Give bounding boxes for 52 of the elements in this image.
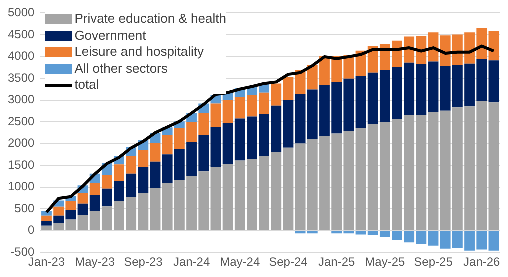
legend-label: Private education & health <box>74 11 226 28</box>
bar <box>488 31 500 61</box>
bar <box>283 77 294 100</box>
bar <box>428 62 439 112</box>
bar <box>283 100 294 148</box>
bar <box>356 128 366 230</box>
y-tick-label: 2500 <box>8 114 36 128</box>
bar <box>488 60 500 103</box>
bar <box>150 143 161 162</box>
x-tick-label: Jan-24 <box>173 255 210 270</box>
bar <box>150 188 161 230</box>
bar <box>428 231 439 246</box>
bar <box>78 215 88 230</box>
bar <box>428 112 439 230</box>
y-tick-label: 2000 <box>8 136 36 150</box>
y-tick-label: 1500 <box>8 158 36 172</box>
x-tick-label: Sep-24 <box>269 255 308 270</box>
bar <box>488 231 500 251</box>
bar <box>210 127 222 168</box>
x-tick-label: Sep-23 <box>124 255 164 270</box>
y-tick-label: 3500 <box>8 70 36 85</box>
bar <box>210 104 222 128</box>
bar <box>42 211 52 216</box>
x-tick-label: May-25 <box>365 255 406 270</box>
bar <box>222 123 234 164</box>
x-tick-label: Jan-25 <box>318 255 356 270</box>
y-tick-label: 4000 <box>8 49 36 64</box>
bar <box>42 216 52 222</box>
x-tick-label: May-24 <box>220 255 260 270</box>
y-tick-label: 4500 <box>8 27 36 42</box>
bar <box>222 100 234 124</box>
y-tick-label: 0 <box>28 223 36 238</box>
x-tick-label: May-23 <box>75 255 116 270</box>
bar <box>210 167 222 230</box>
bar <box>78 204 88 216</box>
bar <box>78 193 88 204</box>
bar <box>150 162 161 188</box>
legend-label: Leisure and hospitality <box>74 44 204 61</box>
y-tick-label: 5000 <box>8 6 36 20</box>
legend-label: All other sectors <box>74 60 168 78</box>
x-tick-label: Sep-25 <box>414 255 454 270</box>
y-tick-label: 1000 <box>8 180 36 194</box>
legend-label: Government <box>74 28 146 44</box>
bar <box>488 102 500 230</box>
x-tick-label: Jan-26 <box>464 255 501 270</box>
y-tick-label: 3000 <box>8 92 36 107</box>
legend-label: total <box>74 77 100 94</box>
bar <box>356 76 366 128</box>
y-tick-label: 500 <box>14 201 36 216</box>
bar <box>283 148 294 230</box>
bar <box>356 231 366 235</box>
bar <box>222 164 234 230</box>
